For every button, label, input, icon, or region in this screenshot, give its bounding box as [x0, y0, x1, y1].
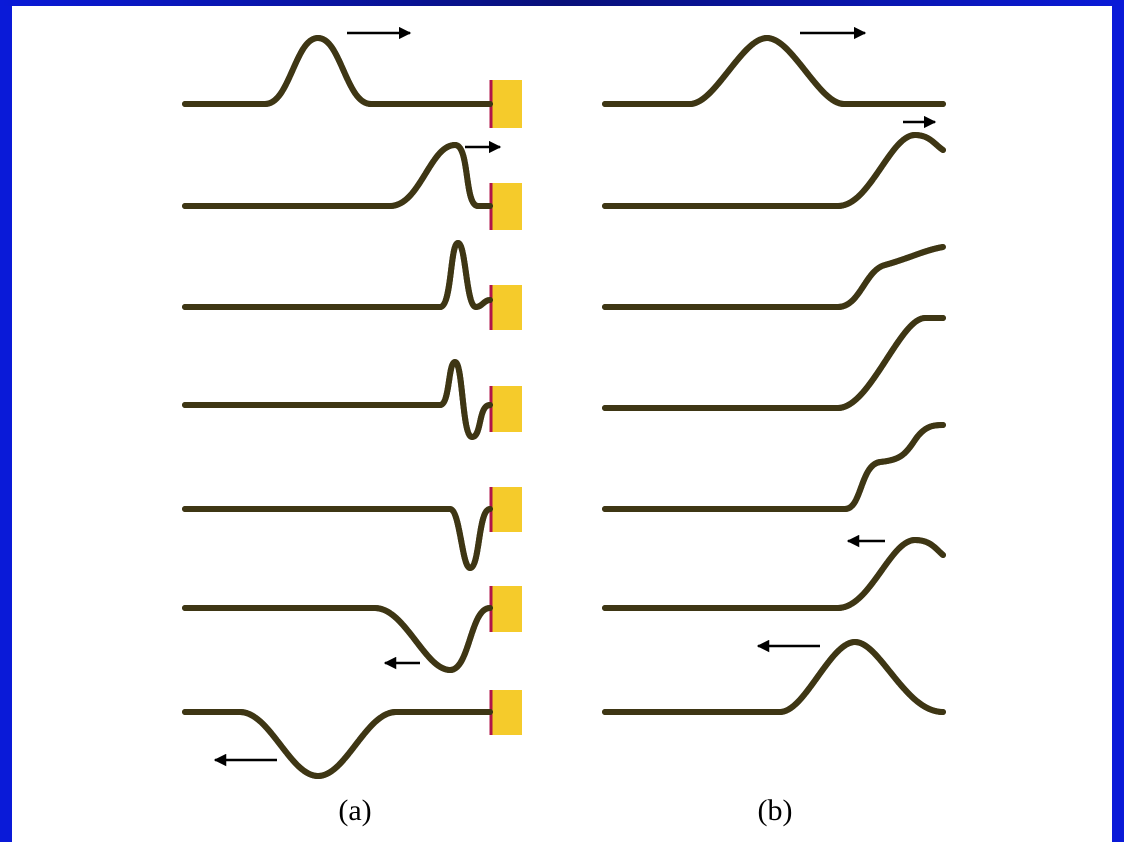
ropes-a	[182, 35, 493, 779]
label-b: (b)	[758, 794, 793, 827]
arrows	[213, 26, 937, 767]
canvas	[12, 6, 1112, 842]
top-bar	[0, 0, 1124, 6]
ropes-b	[602, 35, 946, 715]
label-a: (a)	[338, 794, 371, 827]
walls	[489, 80, 522, 735]
